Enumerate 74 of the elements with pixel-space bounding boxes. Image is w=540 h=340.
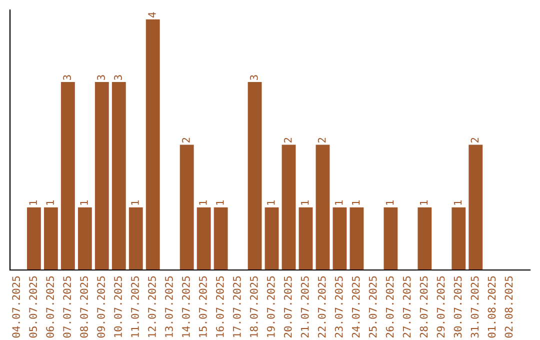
x-tick-label: 06.07.2025 [46,276,54,338]
x-tick-label: 31.07.2025 [470,276,479,338]
x-tick-label: 23.07.2025 [334,276,343,338]
bar [264,207,279,270]
x-tick-label: 01.08.2025 [488,276,496,338]
bar [196,207,211,270]
bar [60,82,75,270]
data-label: 1 [352,200,360,205]
bar [468,144,483,270]
data-label: 1 [46,200,54,205]
data-label: 3 [114,75,122,80]
data-label: 1 [216,200,224,205]
x-tick-label: 17.07.2025 [232,276,241,338]
x-tick-label: 11.07.2025 [131,276,139,338]
bar [298,207,313,270]
x-tick-label: 15.07.2025 [199,276,207,338]
bar [282,144,296,270]
x-tick-label: 27.07.2025 [402,276,411,338]
x-tick-label: 14.07.2025 [182,276,190,338]
data-label: 3 [250,75,258,80]
x-tick-label: 22.07.2025 [318,276,326,338]
x-tick-label: 02.08.2025 [504,276,513,338]
bar [214,207,228,270]
x-tick-label: 21.07.2025 [300,276,309,338]
data-label: 1 [80,200,88,205]
x-tick-label: 09.07.2025 [97,276,105,338]
bar [316,144,330,270]
data-label: 4 [148,12,156,18]
data-label: 1 [131,200,139,205]
x-tick-label: 05.07.2025 [29,276,38,338]
data-label: 1 [29,200,37,205]
x-tick-label: 20.07.2025 [284,276,292,338]
x-tick-label: 04.07.2025 [12,276,20,338]
data-label: 2 [182,138,190,143]
x-tick-label: 26.07.2025 [386,276,394,338]
bar [332,207,347,270]
x-tick-label: 13.07.2025 [165,276,173,338]
data-label: 1 [386,200,394,205]
data-label: 1 [267,200,275,205]
data-label: 2 [470,138,479,143]
data-label: 2 [284,138,292,143]
x-tick-label: 19.07.2025 [266,276,275,338]
bar [128,207,143,270]
bar [26,207,41,270]
data-label: 3 [97,75,105,80]
data-label: 2 [318,138,326,143]
x-tick-label: 16.07.2025 [216,276,224,338]
data-label: 1 [454,200,462,205]
bar [146,19,160,270]
bar [94,82,109,270]
x-tick-label: 25.07.2025 [368,276,377,338]
x-tick-label: 29.07.2025 [436,276,445,338]
data-label: 1 [335,200,343,205]
bar [112,82,126,270]
bar [44,207,58,270]
x-tick-label: 24.07.2025 [352,276,360,338]
data-label: 1 [301,200,309,205]
x-tick-label: 18.07.2025 [250,276,258,338]
bar [78,207,92,270]
data-label: 1 [199,200,207,205]
bar [180,144,194,270]
bar [350,207,364,270]
bar [384,207,398,270]
data-label: 3 [63,75,71,80]
bar [418,207,432,270]
x-tick-label: 10.07.2025 [114,276,122,338]
x-tick-label: 08.07.2025 [80,276,88,338]
x-tick-label: 28.07.2025 [420,276,428,338]
bar [248,82,262,270]
x-tick-label: 07.07.2025 [63,276,71,338]
x-tick-label: 30.07.2025 [454,276,462,338]
x-tick-label: 12.07.2025 [148,276,156,338]
data-label: 1 [420,200,428,205]
bar [452,207,466,270]
